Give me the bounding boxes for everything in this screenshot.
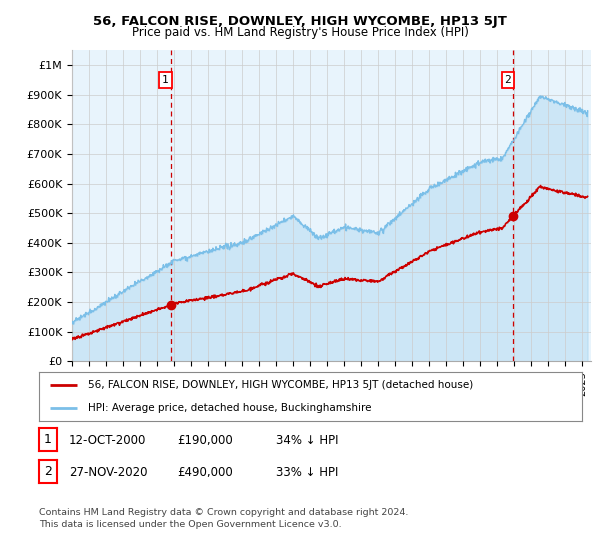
Text: 27-NOV-2020: 27-NOV-2020	[69, 466, 148, 479]
Text: Contains HM Land Registry data © Crown copyright and database right 2024.
This d: Contains HM Land Registry data © Crown c…	[39, 508, 409, 529]
Text: 2: 2	[505, 75, 511, 85]
Text: Price paid vs. HM Land Registry's House Price Index (HPI): Price paid vs. HM Land Registry's House …	[131, 26, 469, 39]
Text: 12-OCT-2000: 12-OCT-2000	[69, 434, 146, 447]
Text: 56, FALCON RISE, DOWNLEY, HIGH WYCOMBE, HP13 5JT (detached house): 56, FALCON RISE, DOWNLEY, HIGH WYCOMBE, …	[88, 380, 473, 390]
Text: £490,000: £490,000	[177, 466, 233, 479]
Text: 33% ↓ HPI: 33% ↓ HPI	[276, 466, 338, 479]
Text: 2: 2	[44, 465, 52, 478]
Text: 1: 1	[44, 433, 52, 446]
Text: 1: 1	[162, 75, 169, 85]
Text: HPI: Average price, detached house, Buckinghamshire: HPI: Average price, detached house, Buck…	[88, 403, 371, 413]
Text: 56, FALCON RISE, DOWNLEY, HIGH WYCOMBE, HP13 5JT: 56, FALCON RISE, DOWNLEY, HIGH WYCOMBE, …	[93, 15, 507, 27]
Text: 34% ↓ HPI: 34% ↓ HPI	[276, 434, 338, 447]
Text: £190,000: £190,000	[177, 434, 233, 447]
